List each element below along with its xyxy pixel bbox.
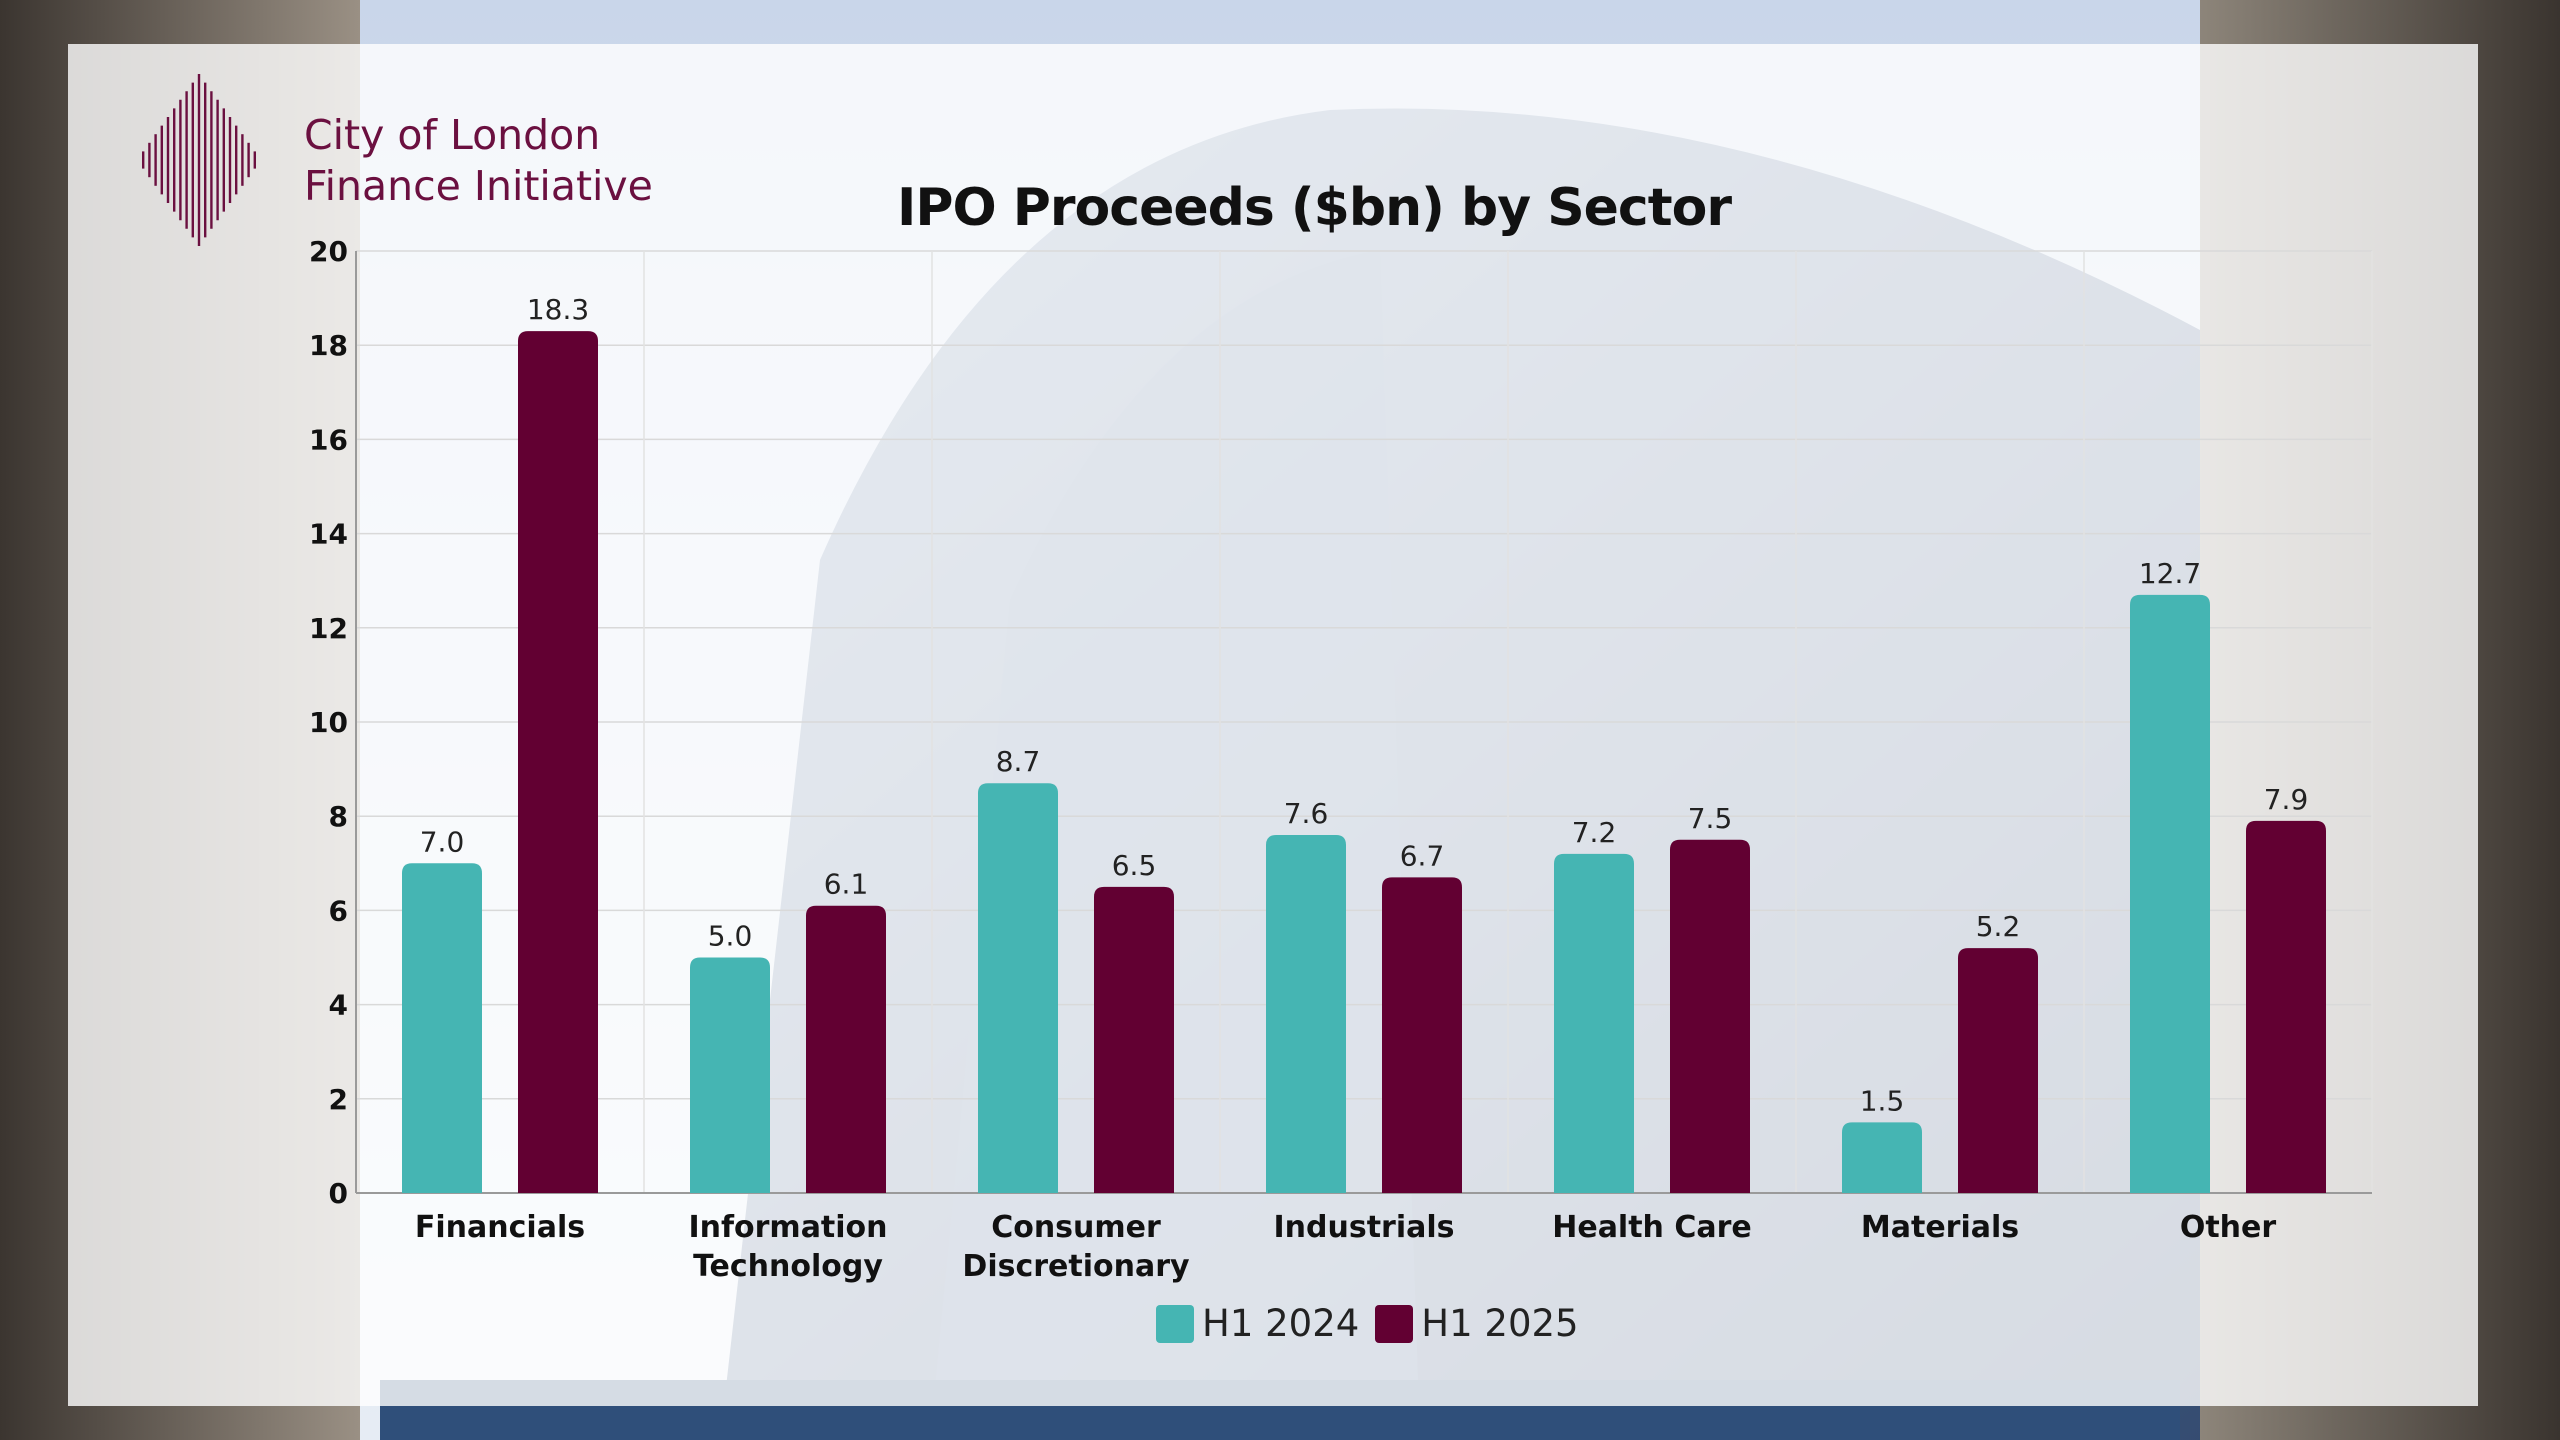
y-tick-label: 18 (309, 329, 348, 362)
legend: H1 2024 H1 2025 (1156, 1302, 1595, 1345)
bar-h1-2025 (2246, 820, 2326, 1193)
data-label: 6.1 (824, 868, 869, 901)
y-tick-label: 8 (329, 800, 348, 833)
x-tick-label: Consumer Discretionary (962, 1210, 1190, 1284)
legend-swatch-h1-2025 (1375, 1304, 1414, 1343)
legend-label-h1-2025: H1 2025 (1421, 1302, 1579, 1345)
bar-h1-2024 (978, 783, 1058, 1193)
x-tick-label-line: Materials (1861, 1210, 2019, 1245)
data-label: 7.6 (1284, 797, 1329, 830)
bar-h1-2025 (1094, 886, 1174, 1193)
y-tick-label: 4 (329, 989, 348, 1022)
bar-h1-2024 (2130, 594, 2210, 1193)
x-tick-label-line: Consumer (991, 1210, 1161, 1245)
legend-swatch-h1-2024 (1156, 1304, 1194, 1343)
brand-name-line1: City of London (304, 111, 601, 159)
bar-h1-2024 (402, 863, 482, 1193)
x-tick-label-line: Financials (415, 1210, 585, 1245)
y-tick-label: 2 (329, 1083, 348, 1116)
data-label: 12.7 (2139, 557, 2201, 590)
chart-title: IPO Proceeds ($bn) by Sector (897, 178, 1732, 238)
x-tick-label-line: Other (2180, 1210, 2277, 1245)
bar-h1-2024 (1554, 853, 1634, 1193)
legend-label-h1-2024: H1 2024 (1202, 1302, 1360, 1345)
data-label: 18.3 (527, 293, 589, 326)
bar-h1-2025 (1382, 877, 1462, 1193)
x-tick-label-line: Health Care (1552, 1210, 1752, 1245)
data-label: 8.7 (996, 745, 1041, 778)
legend-item-h1-2024: H1 2024 (1156, 1302, 1359, 1345)
legend-item-h1-2025: H1 2025 (1375, 1302, 1579, 1345)
x-tick-label: Other (2180, 1210, 2277, 1245)
bar-h1-2024 (1266, 835, 1346, 1193)
x-tick-label: Materials (1861, 1210, 2019, 1245)
y-tick-label: 10 (309, 706, 348, 739)
y-tick-label: 20 (309, 235, 348, 268)
bar-h1-2025 (1958, 948, 2038, 1193)
data-label: 1.5 (1860, 1084, 1905, 1117)
brand-name: City of London Finance Initiative (304, 110, 653, 212)
bar-h1-2025 (518, 331, 598, 1193)
bar-h1-2025 (1670, 839, 1750, 1193)
data-label: 5.0 (708, 920, 753, 953)
data-label: 7.2 (1572, 816, 1617, 849)
x-tick-label: Information Technology (688, 1210, 887, 1284)
brand-name-line2: Finance Initiative (304, 162, 653, 210)
y-tick-label: 14 (309, 518, 348, 551)
x-tick-label: Industrials (1273, 1210, 1454, 1245)
bar-h1-2024 (1842, 1122, 1922, 1193)
data-label: 7.9 (2264, 783, 2309, 816)
data-label: 6.5 (1112, 849, 1157, 882)
data-label: 6.7 (1400, 839, 1445, 872)
bar-h1-2025 (806, 905, 886, 1193)
data-label: 7.5 (1688, 802, 1733, 835)
x-tick-label-line: Information (688, 1210, 887, 1245)
x-tick-label-line: Technology (693, 1249, 883, 1284)
x-tick-label: Financials (415, 1210, 585, 1245)
city-of-london-logo-icon (141, 74, 257, 246)
x-tick-label-line: Discretionary (962, 1249, 1190, 1284)
data-label: 5.2 (1976, 910, 2021, 943)
y-tick-label: 12 (309, 612, 348, 645)
x-tick-label-line: Industrials (1273, 1210, 1454, 1245)
y-tick-label: 16 (309, 423, 348, 456)
x-tick-label: Health Care (1552, 1210, 1752, 1245)
y-tick-label: 6 (329, 894, 348, 927)
bar-h1-2024 (690, 957, 770, 1193)
data-label: 7.0 (420, 825, 465, 858)
y-tick-label: 0 (329, 1177, 348, 1210)
